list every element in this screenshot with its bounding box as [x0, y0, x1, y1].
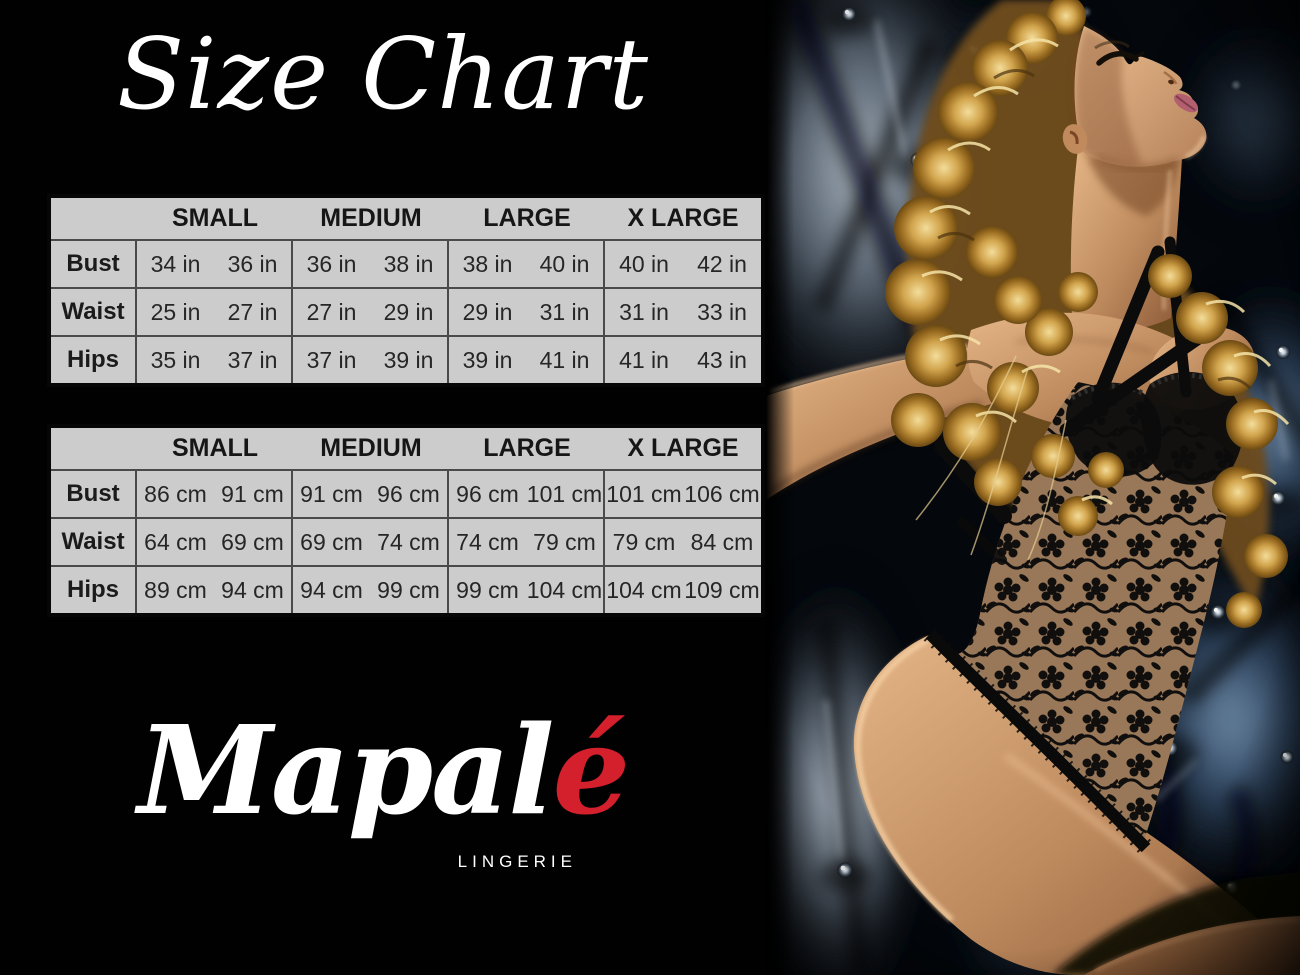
brand-wordmark: Mapalé	[137, 698, 631, 842]
row-label-waist: Waist	[51, 289, 137, 337]
waist-small-cell: 25 in 27 in	[137, 289, 293, 337]
left-panel: Size Chart SMALL MEDIUM LARGE X LARGE Bu…	[47, 18, 765, 871]
bust-xlarge-cell: 40 in 42 in	[605, 241, 761, 289]
brand-logo: Mapalé LINGERIE	[83, 698, 683, 871]
waist-small-cell: 64 cm 69 cm	[137, 519, 293, 567]
bust-medium-cell: 91 cm 96 cm	[293, 471, 449, 519]
hips-xlarge-cell: 41 in 43 in	[619, 346, 747, 373]
size-header-large: LARGE	[449, 428, 605, 471]
hips-small-cell: 35 in 37 in	[137, 337, 293, 383]
page-title: Size Chart	[116, 18, 649, 132]
bust-xlarge-cell: 101 cm 106 cm	[605, 471, 761, 519]
hips-medium-cell: 37 in 39 in	[293, 337, 449, 383]
waist-xlarge-cell: 79 cm 84 cm	[605, 519, 761, 567]
hips-large-cell: 39 in 41 in	[449, 337, 605, 383]
waist-medium-cell: 27 in 29 in	[293, 289, 449, 337]
hips-small-cell: 89 cm 94 cm	[137, 567, 293, 613]
brand-subtitle: LINGERIE	[457, 852, 577, 871]
waist-large-cell: 74 cm 79 cm	[449, 519, 605, 567]
brand-accent-letter: é	[552, 698, 631, 842]
hips-medium-cell: 94 cm 99 cm	[293, 567, 449, 613]
bust-large-cell: 96 cm 101 cm	[449, 471, 605, 519]
row-label-hips: Hips	[51, 337, 137, 383]
size-table-centimeters: SMALL MEDIUM LARGE X LARGE Bust 86 cm 91 …	[47, 424, 765, 617]
size-header-small: SMALL	[137, 428, 293, 471]
table-corner-cell	[51, 198, 137, 241]
row-label-hips: Hips	[51, 567, 137, 613]
bust-small-cell: 34 in 36 in	[137, 241, 293, 289]
bust-medium-cell: 36 in 38 in	[293, 241, 449, 289]
model-photo	[766, 0, 1300, 975]
size-header-small: SMALL	[137, 198, 293, 241]
size-header-xlarge: X LARGE	[605, 198, 761, 241]
bust-small-cell: 86 cm 91 cm	[137, 471, 293, 519]
row-label-bust: Bust	[51, 471, 137, 519]
waist-large-cell: 29 in 31 in	[449, 289, 605, 337]
size-header-medium: MEDIUM	[293, 428, 449, 471]
bust-large-cell: 38 in 40 in	[449, 241, 605, 289]
model-photo-illustration	[766, 0, 1300, 975]
waist-xlarge-cell: 31 in 33 in	[605, 289, 761, 337]
waist-medium-cell: 69 cm 74 cm	[293, 519, 449, 567]
photo-vignette	[766, 0, 1300, 975]
hips-xlarge-cell: 104 cm 109 cm	[606, 576, 760, 603]
size-header-large: LARGE	[449, 198, 605, 241]
photo-left-fade	[766, 0, 794, 975]
size-table-inches: SMALL MEDIUM LARGE X LARGE Bust 34 in 36 …	[47, 194, 765, 387]
hips-large-cell: 99 cm 104 cm	[449, 567, 605, 613]
row-label-waist: Waist	[51, 519, 137, 567]
row-label-bust: Bust	[51, 241, 137, 289]
table-corner-cell	[51, 428, 137, 471]
size-header-xlarge: X LARGE	[605, 428, 761, 471]
size-header-medium: MEDIUM	[293, 198, 449, 241]
